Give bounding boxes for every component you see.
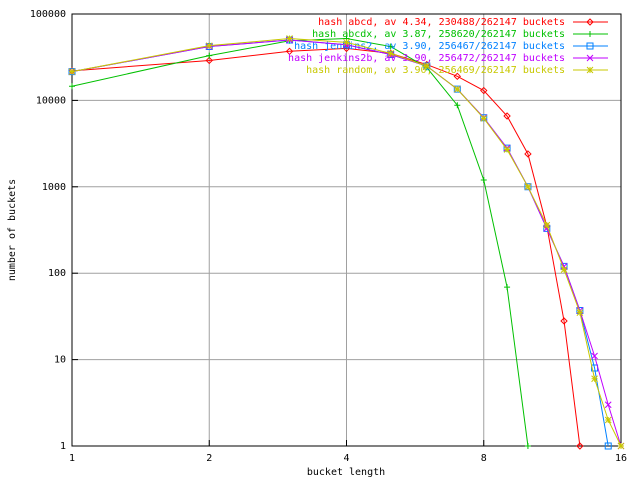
series-line [71,39,609,447]
y-tick-label: 10 [54,355,66,366]
point-marker [543,221,551,229]
point-marker [591,352,598,360]
y-tick-label: 10000 [36,95,66,106]
point-marker [576,309,584,316]
point-marker [480,114,488,122]
y-tick-label: 100 [48,268,66,279]
legend-label: hash jenkins2b, av 3.90, 256472/262147 b… [288,53,565,64]
point-marker [504,284,511,291]
point-marker [480,176,487,183]
point-marker [587,31,593,37]
point-marker [524,150,532,158]
series-line [71,39,622,447]
legend-label: hash random, av 3.90, 256469/262147 buck… [306,65,565,76]
point-marker [586,18,594,26]
point-marker [617,442,625,450]
x-tick-label: 4 [343,453,349,464]
point-marker [503,112,511,120]
series-line [71,38,529,447]
point-marker [423,62,431,70]
point-marker [387,50,395,57]
series-line [71,38,622,447]
point-marker [524,183,532,191]
point-marker [286,35,293,42]
x-tick-label: 2 [206,453,212,464]
x-tick-label: 1 [69,453,75,464]
legend-label: hash jenkins2, av 3.90, 256467/262147 bu… [294,41,565,52]
x-tick-label: 16 [615,453,627,464]
point-marker [560,266,568,273]
legend-label: hash abcdx, av 3.87, 258620/262147 bucke… [312,29,565,40]
plot-frame [71,13,622,447]
point-marker [454,102,461,109]
point-marker [453,85,461,93]
point-marker [586,54,594,62]
y-tick-label: 1 [60,441,66,452]
point-marker [591,364,599,372]
point-marker [285,47,294,56]
x-tick-label: 8 [481,453,487,464]
point-marker [524,183,532,191]
point-marker [205,42,213,50]
point-marker [205,56,213,65]
legend-label: hash abcd, av 4.34, 230488/262147 bucket… [318,17,565,28]
series-line [71,47,581,447]
point-marker [387,50,395,58]
point-marker [604,401,612,409]
point-marker [69,83,75,90]
point-marker [387,43,394,50]
point-marker [503,146,511,153]
point-marker [480,86,488,95]
point-marker [604,442,612,450]
point-marker [453,72,462,81]
point-marker [586,42,594,50]
point-marker [586,66,594,74]
point-marker [68,68,76,76]
point-marker [604,416,612,424]
point-marker [576,442,584,450]
y-tick-label: 100000 [30,9,66,20]
y-tick-label: 1000 [42,182,66,193]
point-marker [503,144,511,152]
point-marker [206,52,213,59]
point-marker [524,443,531,449]
point-marker [591,375,598,383]
point-marker [560,317,568,325]
point-marker [343,38,350,46]
y-axis-label: number of buckets [7,179,18,281]
x-axis-label: bucket length [307,467,385,478]
